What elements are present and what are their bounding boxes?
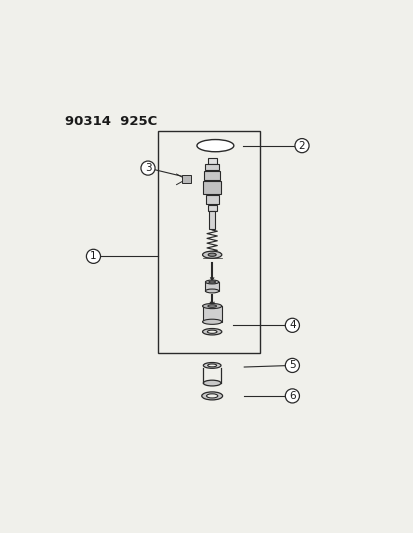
Text: 1: 1 — [90, 252, 97, 261]
Text: 5: 5 — [288, 360, 295, 370]
Ellipse shape — [208, 253, 216, 256]
Ellipse shape — [203, 362, 221, 368]
Ellipse shape — [207, 305, 216, 308]
Ellipse shape — [207, 364, 216, 367]
Ellipse shape — [201, 392, 222, 400]
Ellipse shape — [202, 328, 221, 335]
Ellipse shape — [205, 280, 218, 284]
Circle shape — [140, 161, 155, 175]
Ellipse shape — [202, 303, 221, 309]
Text: 2: 2 — [298, 141, 305, 151]
Bar — [205, 282, 218, 291]
Ellipse shape — [202, 319, 221, 325]
Bar — [205, 196, 218, 204]
Circle shape — [285, 358, 299, 373]
Bar — [209, 212, 214, 229]
Text: 4: 4 — [288, 320, 295, 330]
Circle shape — [285, 389, 299, 403]
Ellipse shape — [208, 281, 215, 283]
Bar — [207, 158, 216, 164]
Circle shape — [285, 318, 299, 333]
Circle shape — [86, 249, 100, 263]
Ellipse shape — [202, 251, 221, 259]
Circle shape — [294, 139, 309, 152]
Bar — [182, 175, 191, 183]
Text: 6: 6 — [288, 391, 295, 401]
Bar — [204, 171, 219, 180]
Bar — [202, 306, 221, 322]
Text: 90314  925C: 90314 925C — [64, 115, 157, 128]
Bar — [157, 131, 260, 353]
Bar — [203, 181, 221, 194]
Ellipse shape — [206, 394, 217, 398]
Text: 3: 3 — [144, 163, 151, 173]
Ellipse shape — [203, 380, 221, 386]
Ellipse shape — [207, 330, 216, 333]
Ellipse shape — [205, 289, 218, 293]
Ellipse shape — [197, 140, 233, 152]
Bar — [207, 205, 216, 211]
Bar — [205, 164, 218, 171]
